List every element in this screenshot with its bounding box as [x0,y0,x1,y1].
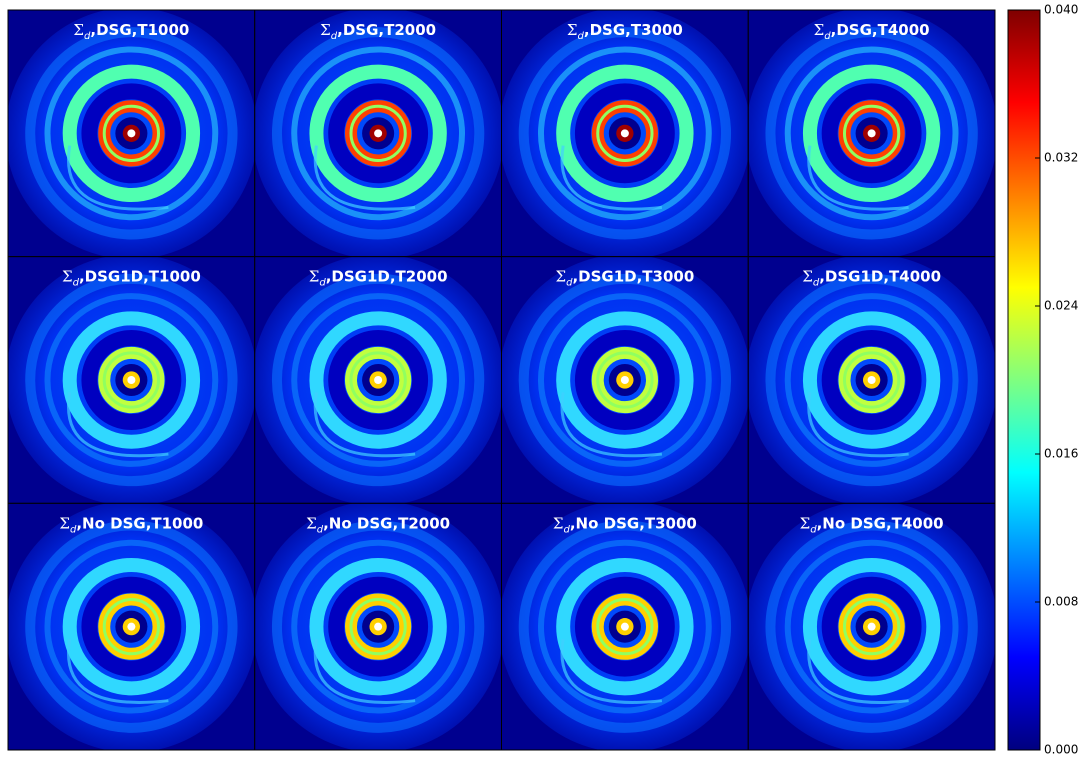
star [868,376,876,384]
colorbar-tick-label: 0.016 [1044,447,1078,461]
colorbar-tick-label: 0.000 [1044,743,1078,757]
panel [252,7,504,259]
panel [746,501,998,753]
panel-title: Σd,DSG,T2000 [320,21,436,42]
colorbar-tick-label: 0.024 [1044,299,1078,313]
star [868,129,876,137]
panel [499,7,751,259]
panel-title: Σd,No DSG,T1000 [59,514,203,535]
panel-title: Σd,DSG1D,T1000 [62,268,201,289]
panel-title: Σd,No DSG,T4000 [800,514,944,535]
star [374,376,382,384]
panel [252,254,504,506]
colorbar-tick-label: 0.040 [1044,3,1078,17]
panel [6,7,258,259]
panel [499,254,751,506]
panel [746,254,998,506]
figure: Σd,DSG,T1000 Σd,DSG,T2000 Σd,DSG,T3000 Σd,D… [0,0,1091,758]
panel [499,501,751,753]
star [868,623,876,631]
star [374,129,382,137]
panel [6,254,258,506]
panel [746,7,998,259]
star [621,129,629,137]
colorbar-tick-label: 0.032 [1044,151,1078,165]
panel [6,501,258,753]
colorbar-tick-label: 0.008 [1044,595,1078,609]
panel-title: Σd,DSG1D,T3000 [555,268,694,289]
star [127,623,135,631]
star [621,623,629,631]
panel-title: Σd,No DSG,T3000 [553,514,697,535]
panel-title: Σd,DSG,T4000 [814,21,930,42]
star [127,129,135,137]
star [374,623,382,631]
colorbar [1008,10,1040,750]
panel-title: Σd,DSG1D,T2000 [309,268,448,289]
panel-title: Σd,No DSG,T2000 [306,514,450,535]
star [621,376,629,384]
panel-title: Σd,DSG,T1000 [73,21,189,42]
panel-title: Σd,DSG1D,T4000 [802,268,941,289]
star [127,376,135,384]
panel-title: Σd,DSG,T3000 [567,21,683,42]
panel [252,501,504,753]
